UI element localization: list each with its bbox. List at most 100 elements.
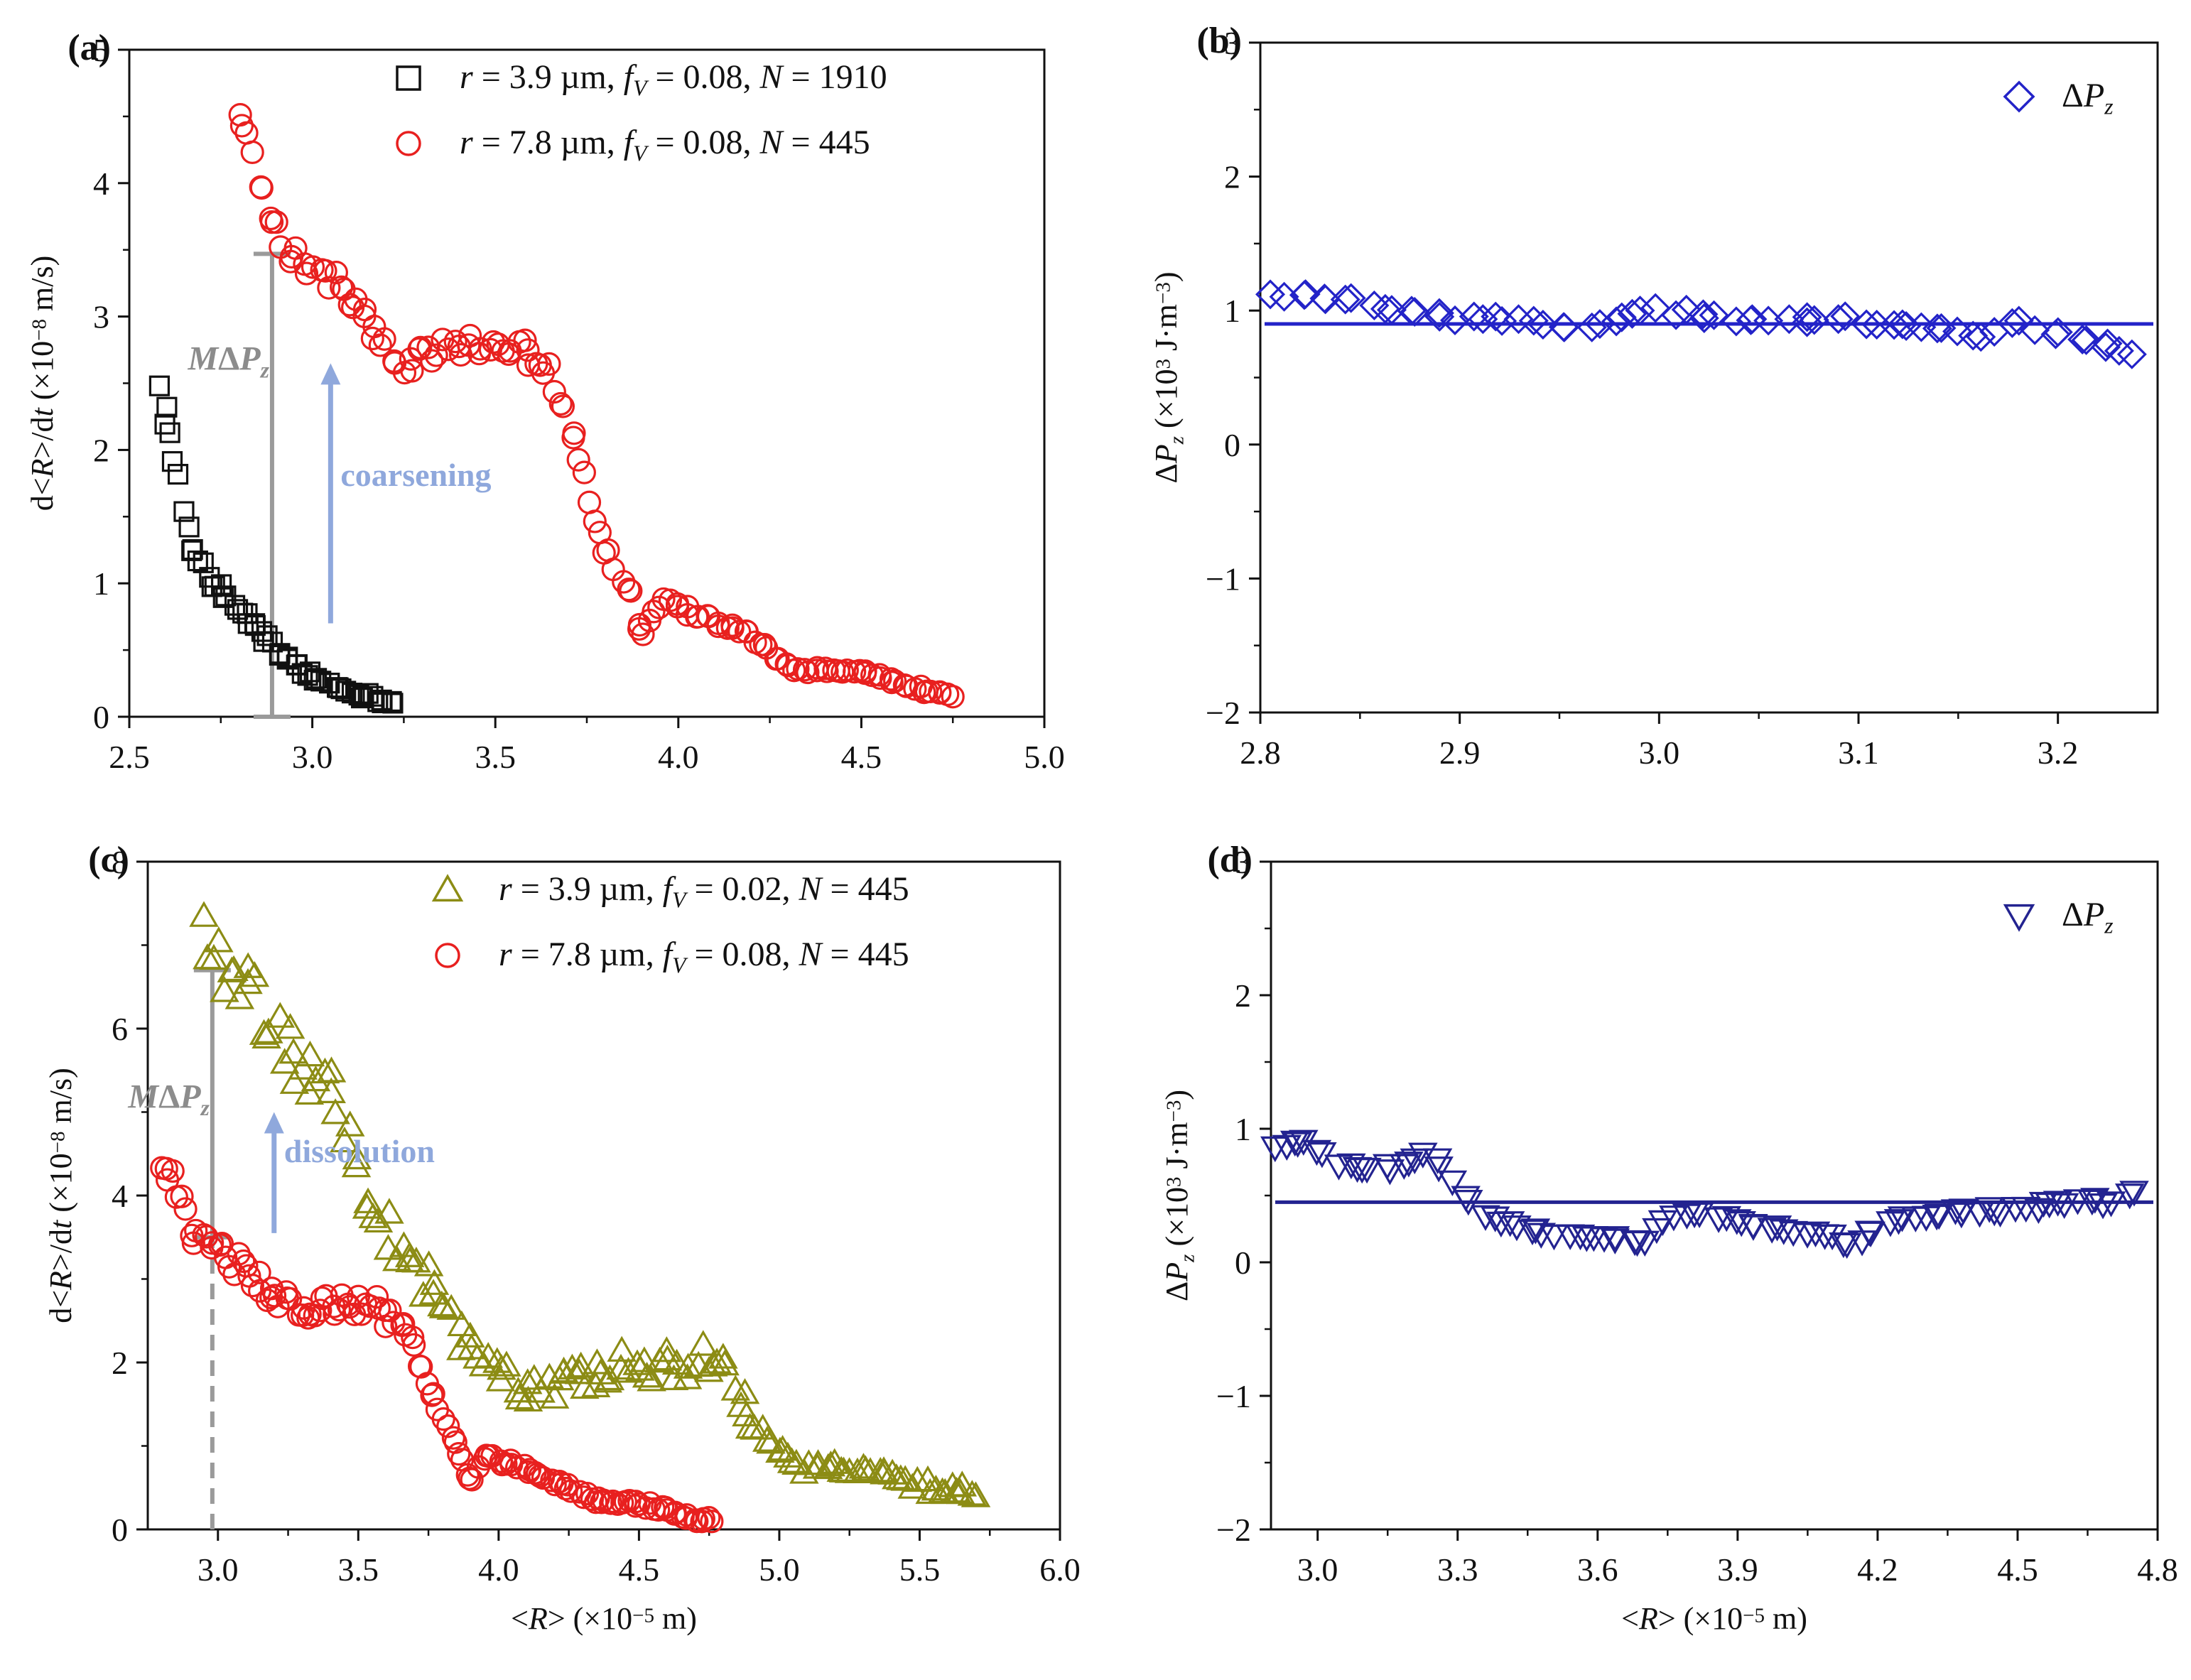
data-point	[294, 261, 319, 286]
data-point	[283, 236, 308, 260]
data-point	[1688, 299, 1719, 330]
data-point	[431, 1407, 455, 1431]
data-point	[240, 140, 264, 164]
data-point	[1330, 284, 1360, 315]
data-point	[195, 1225, 219, 1249]
data-point	[317, 276, 341, 300]
legend: ΔPz	[2003, 77, 2114, 119]
x-tick-label: 3.1	[1838, 735, 1879, 771]
data-point	[1527, 310, 1558, 340]
data-point	[224, 983, 255, 1009]
y-tick-label: 0	[1235, 1245, 1251, 1281]
trend-arrow-head	[320, 363, 341, 385]
x-tick-label: 4.0	[478, 1551, 519, 1588]
y-tick-label: 0	[112, 1512, 128, 1548]
legend-label: r = 3.9 µm, fV = 0.08, N = 1910	[460, 58, 887, 101]
data-point	[1617, 298, 1648, 329]
data-point	[513, 328, 537, 352]
data-point	[419, 1269, 450, 1295]
data-point	[853, 659, 877, 683]
data-point	[747, 1414, 778, 1440]
data-point	[1883, 1209, 1914, 1235]
panel-label: (a)	[67, 28, 111, 68]
data-point	[583, 509, 607, 533]
data-point	[301, 1065, 331, 1092]
data-point	[673, 1353, 703, 1379]
data-point	[1576, 312, 1607, 342]
data-point	[288, 1053, 318, 1080]
data-point	[2071, 325, 2101, 355]
plot-frame	[1259, 41, 2159, 714]
data-point	[651, 1336, 682, 1362]
data-point	[572, 460, 596, 484]
data-point	[941, 685, 965, 709]
panel-label: (d)	[1207, 840, 1253, 880]
x-tick-label: 2.5	[109, 739, 150, 775]
data-point	[1699, 300, 1729, 330]
data-point	[765, 1436, 795, 1463]
data-point	[557, 1353, 588, 1380]
series-2	[150, 1156, 724, 1534]
data-point	[261, 632, 283, 653]
data-point	[774, 652, 799, 676]
annotation-magnitude: MΔPz	[187, 340, 269, 383]
legend: ΔPz	[2003, 896, 2114, 938]
data-point	[1422, 1148, 1453, 1174]
data-point	[2049, 1193, 2079, 1220]
legend: r = 3.9 µm, fV = 0.08, N = 1910 r = 7.8 µ…	[396, 58, 887, 166]
x-tick-label: 3.6	[1577, 1551, 1618, 1588]
data-point	[294, 1078, 325, 1105]
data-point	[1856, 1221, 1886, 1248]
y-tick-label: 1	[1224, 293, 1240, 329]
data-point	[394, 1241, 425, 1267]
data-point	[1487, 305, 1518, 336]
data-point	[1539, 1224, 1569, 1251]
y-tick-label: 3	[1224, 25, 1240, 61]
data-point	[401, 1247, 431, 1273]
data-point	[232, 1249, 256, 1274]
data-point	[2114, 1183, 2145, 1210]
y-axis-label: ΔPz (×103 J·m−3)	[1149, 271, 1189, 483]
x-tick-label: 4.0	[658, 739, 699, 775]
data-point	[161, 1159, 185, 1183]
data-point	[2088, 1193, 2118, 1220]
data-point	[1625, 296, 1655, 326]
data-point	[720, 613, 745, 637]
series-1	[189, 901, 991, 1507]
data-point	[2043, 317, 2073, 347]
data-point	[2020, 315, 2050, 345]
data-point	[1309, 283, 1340, 314]
data-point	[1661, 300, 1692, 330]
data-point	[566, 448, 590, 472]
data-point	[492, 1350, 521, 1377]
y-tick-label: 2	[1224, 159, 1240, 195]
data-point	[1437, 1170, 1468, 1197]
y-tick-label: 4	[112, 1178, 128, 1214]
data-point	[364, 1284, 389, 1309]
y-tick-label: −2	[1216, 1512, 1251, 1548]
panel-c: (c) 3.0 3.5 4.0 4.5 5.0 5.5 6.0 0 2 4 6 8 d<R>/dt (×1…	[43, 840, 1081, 1636]
data-point	[1289, 1129, 1319, 1156]
data-point	[1948, 1198, 1978, 1225]
data-point	[378, 1299, 402, 1323]
data-point	[400, 359, 424, 383]
data-point	[330, 1126, 359, 1153]
trend-arrow-head	[264, 1112, 284, 1134]
data-point	[1518, 305, 1549, 336]
data-point	[504, 1383, 535, 1410]
data-point	[1851, 309, 1882, 340]
data-point	[381, 690, 402, 712]
data-point	[607, 1335, 637, 1362]
data-point	[249, 175, 273, 199]
data-point	[265, 1002, 296, 1028]
data-point	[1768, 1219, 1799, 1245]
data-point	[1352, 1157, 1382, 1184]
data-point	[2077, 1189, 2107, 1216]
data-point	[424, 343, 448, 367]
data-point	[1376, 295, 1407, 325]
data-point	[617, 578, 641, 602]
data-point	[601, 1489, 625, 1514]
x-tick-label: 4.2	[1857, 1551, 1898, 1588]
data-point	[189, 901, 219, 927]
data-point	[1370, 293, 1400, 324]
